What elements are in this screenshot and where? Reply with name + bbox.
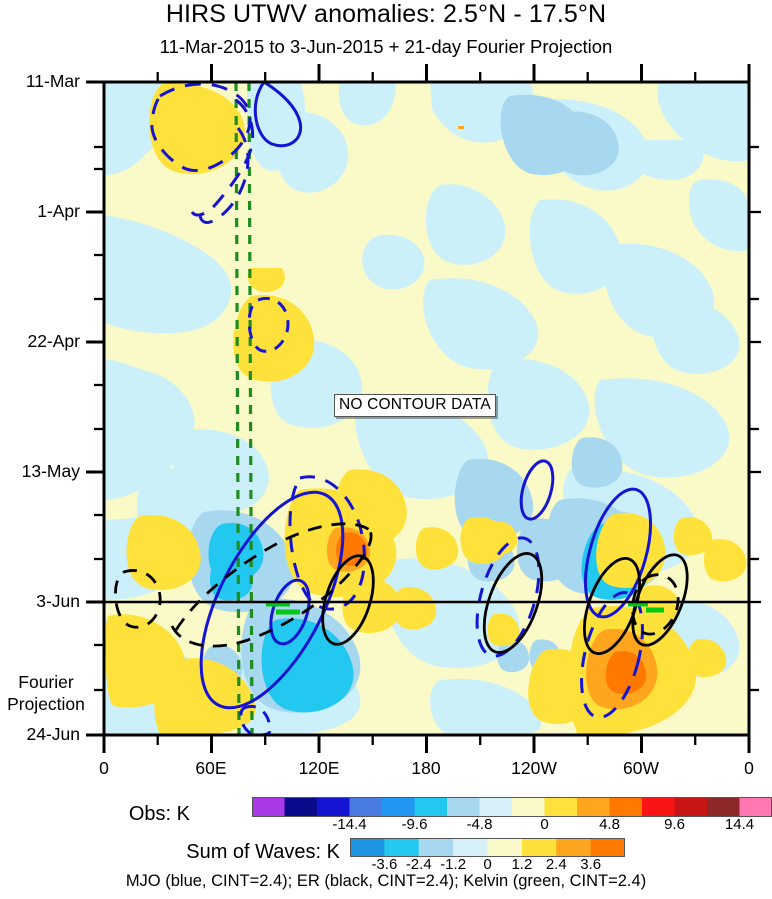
colorbar-swatch [556,839,592,856]
y-axis-label-4: 3-Jun [36,591,80,611]
colorbar-tick-label: 4.8 [599,816,620,833]
y-axis-label-2: 22-Apr [27,331,80,351]
x-axis-ticks [102,735,751,753]
kelvin-vertical-line-west [234,82,241,735]
x-axis-label-4: 120W [511,758,557,778]
colorbar-swatch [707,798,740,816]
x-axis-label-6: 0 [744,758,754,778]
colorbar-tick-label: -9.6 [401,816,428,833]
colorbar-swatch [349,798,383,816]
colorbar-swatch [609,798,643,816]
x-axis-label-0: 0 [99,758,109,778]
kelvin-contours [266,601,664,615]
colorbar-swatch [479,798,513,816]
y-axis-label-5: 24-Jun [26,724,80,744]
x-axis-label-3: 180 [411,758,441,778]
colorbar-tick-label: 3.6 [580,856,602,873]
x-axis-label-1: 60E [195,758,227,778]
colorbar-swatch [418,839,454,856]
colorbar-tick-label: -14.4 [332,816,367,833]
colorbar-tick-label: 9.6 [664,816,685,833]
colorbar-tick-label: 1.2 [511,856,533,873]
y-axis-ticks [86,80,104,737]
colorbar-swatch [544,798,578,816]
waves-colorbar [350,838,625,857]
page-subtitle: 11-Mar-2015 to 3-Jun-2015 + 21-day Fouri… [159,36,613,57]
colorbar-swatch [674,798,708,816]
colorbar-tick-label: 14.4 [724,816,755,833]
colorbar-swatch [350,839,385,856]
y-axis-label-3: 13-May [21,461,80,481]
waves-colorbar-title: Sum of Waves: K [186,841,340,863]
colorbar-swatch [521,839,557,856]
page-title: HIRS UTWV anomalies: 2.5°N - 17.5°N [165,0,607,28]
colorbar-swatch [382,798,415,816]
colorbar-swatch [577,798,610,816]
colorbar-tick-label: -4.8 [466,816,493,833]
colorbar-swatch [284,798,318,816]
colorbar-swatch [487,839,523,856]
contour-legend-caption: MJO (blue, CINT=2.4); ER (black, CINT=2.… [125,872,647,890]
colorbar-swatch [512,798,545,816]
no-contour-data-badge: NO CONTOUR DATA [334,394,496,417]
colorbar-swatch [590,839,625,856]
colorbar-swatch [642,798,675,816]
colorbar-swatch [252,798,285,816]
colorbar-tick-label: -3.6 [371,856,398,873]
colorbar-tick-label: -2.4 [405,856,432,873]
y-axis-label-1: 1-Apr [37,201,80,221]
colorbar-tick-label: 2.4 [545,856,567,873]
x-axis-ticks-top [156,64,751,82]
colorbar-tick-label: -1.2 [440,856,467,873]
colorbar-outline [350,838,625,857]
y-axis-label-0: 11-Mar [25,71,80,91]
kelvin-vertical-line-east [247,82,254,735]
colorbar-swatch [414,798,448,816]
fourier-projection-label-line2: Projection [7,694,85,714]
obs-colorbar [252,797,772,817]
obs-colorbar-title: Obs: K [128,803,190,825]
colorbar-tick-label: 0 [540,816,549,833]
colorbar-swatch [453,839,488,856]
colorbar-tick-label: 0 [483,856,492,873]
colorbar-swatch [317,798,350,816]
fourier-projection-label-line1: Fourier [18,672,74,692]
colorbar-swatch [447,798,480,816]
colorbar-swatch [739,798,772,816]
x-axis-label-5: 60W [623,758,659,778]
y-axis-ticks-right [749,145,761,692]
x-axis-label-2: 120E [298,758,340,778]
colorbar-swatch [384,839,420,856]
